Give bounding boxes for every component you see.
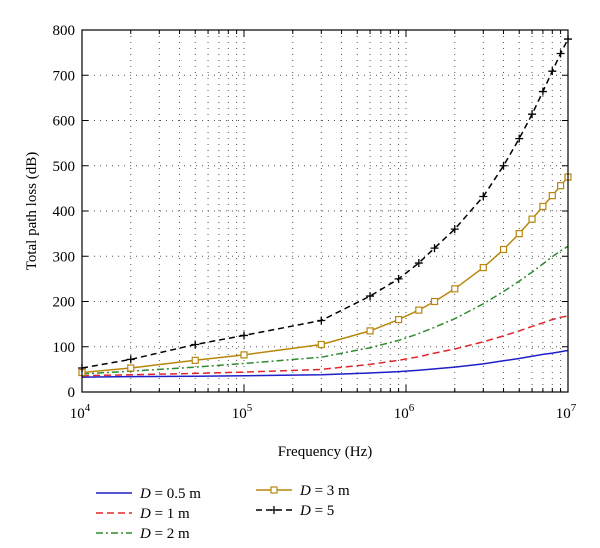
legend-label: D = 5 xyxy=(299,503,334,519)
x-tick-label: 107 xyxy=(556,402,577,422)
x-axis-title: Frequency (Hz) xyxy=(278,444,373,460)
series-line xyxy=(81,176,569,374)
point-marker xyxy=(270,506,278,514)
point-marker xyxy=(528,110,537,119)
point-marker xyxy=(366,327,374,335)
point-marker xyxy=(240,351,248,359)
series-line xyxy=(81,245,569,375)
point-marker xyxy=(394,274,403,283)
legend-item: D = 2 m xyxy=(96,526,190,542)
legend-label: D = 1 m xyxy=(139,506,190,522)
point-marker xyxy=(538,87,547,96)
y-tick-label: 500 xyxy=(53,159,76,175)
series-line xyxy=(81,38,569,369)
series-line xyxy=(81,349,569,378)
point-marker xyxy=(515,230,523,238)
x-tick-label: 105 xyxy=(232,402,253,422)
series-d-0-5-m xyxy=(81,349,569,378)
point-marker xyxy=(191,356,199,364)
point-marker xyxy=(414,259,423,268)
y-tick-label: 600 xyxy=(53,114,76,130)
x-tick-label: 106 xyxy=(394,402,415,422)
series-d-2-m xyxy=(81,245,569,375)
legend-label: D = 3 m xyxy=(299,483,350,499)
point-marker xyxy=(479,192,488,201)
point-marker xyxy=(528,215,536,223)
point-marker xyxy=(240,331,248,340)
point-marker xyxy=(127,364,135,372)
y-tick-label: 0 xyxy=(68,385,76,401)
series-d-1-m xyxy=(81,315,569,377)
y-tick-label: 200 xyxy=(53,295,76,311)
series-d-5 xyxy=(78,35,572,373)
legend-item: D = 5 xyxy=(256,503,334,519)
legend-label: D = 2 m xyxy=(139,526,190,542)
ticks: 0 100 200 300 400 500 600 700 800 104 105 106 107 xyxy=(53,23,577,422)
point-marker xyxy=(499,161,508,170)
point-marker xyxy=(317,340,325,349)
point-marker xyxy=(548,67,557,76)
point-marker xyxy=(499,245,508,254)
series-group xyxy=(78,35,572,378)
point-marker xyxy=(548,192,556,200)
y-tick-label: 800 xyxy=(53,23,76,39)
legend: D = 0.5 m D = 1 m D = 2 m D = 3 m D = 5 xyxy=(96,483,350,542)
series-line xyxy=(81,315,569,377)
point-marker xyxy=(366,292,375,301)
y-axis-title: Total path loss (dB) xyxy=(24,152,40,271)
point-marker xyxy=(556,49,565,58)
x-tick-label: 104 xyxy=(70,402,91,422)
y-tick-label: 400 xyxy=(53,204,76,220)
point-marker xyxy=(430,297,439,306)
grid xyxy=(82,29,568,393)
point-marker xyxy=(556,182,565,190)
point-marker xyxy=(126,355,135,364)
series-d-3-m xyxy=(78,173,572,377)
legend-item: D = 0.5 m xyxy=(96,486,201,502)
y-tick-label: 100 xyxy=(53,340,76,356)
point-marker xyxy=(394,316,403,324)
point-marker xyxy=(515,134,524,143)
legend-item: D = 3 m xyxy=(256,483,350,499)
point-marker xyxy=(191,340,200,349)
point-marker xyxy=(270,486,278,494)
point-marker xyxy=(430,244,439,253)
point-marker xyxy=(479,263,487,272)
point-marker xyxy=(451,285,459,293)
point-marker xyxy=(450,225,459,234)
point-marker xyxy=(539,202,547,211)
legend-item: D = 1 m xyxy=(96,506,190,522)
y-tick-label: 700 xyxy=(53,68,76,84)
legend-label: D = 0.5 m xyxy=(139,486,201,502)
point-marker xyxy=(415,306,423,314)
y-tick-label: 300 xyxy=(53,249,76,265)
point-marker xyxy=(317,316,326,325)
